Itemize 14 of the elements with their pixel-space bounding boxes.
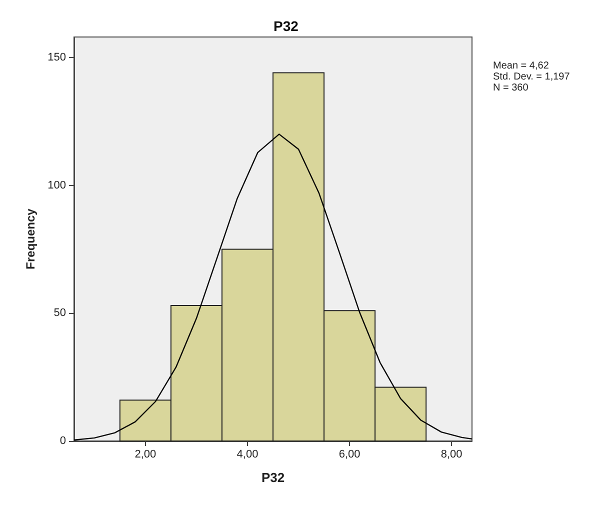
x-tick-label: 8,00	[440, 448, 462, 460]
x-tick-label: 4,00	[236, 448, 258, 460]
y-axis-title: Frequency	[24, 208, 38, 270]
x-tick-label: 2,00	[134, 448, 156, 460]
y-tick-label: 50	[54, 307, 66, 320]
text: Std. Dev. = 1,197	[493, 72, 570, 82]
x-tick-label: 6,00	[338, 448, 360, 460]
y-tick-label: 0	[60, 435, 66, 447]
y-tick-label: 100	[48, 179, 66, 192]
text: Mean = 4,62	[493, 60, 550, 72]
y-tick-label: 150	[48, 51, 66, 64]
chart-title: P32	[274, 18, 299, 34]
text: N = 360	[493, 82, 529, 94]
x-axis-title: P32	[261, 470, 285, 485]
